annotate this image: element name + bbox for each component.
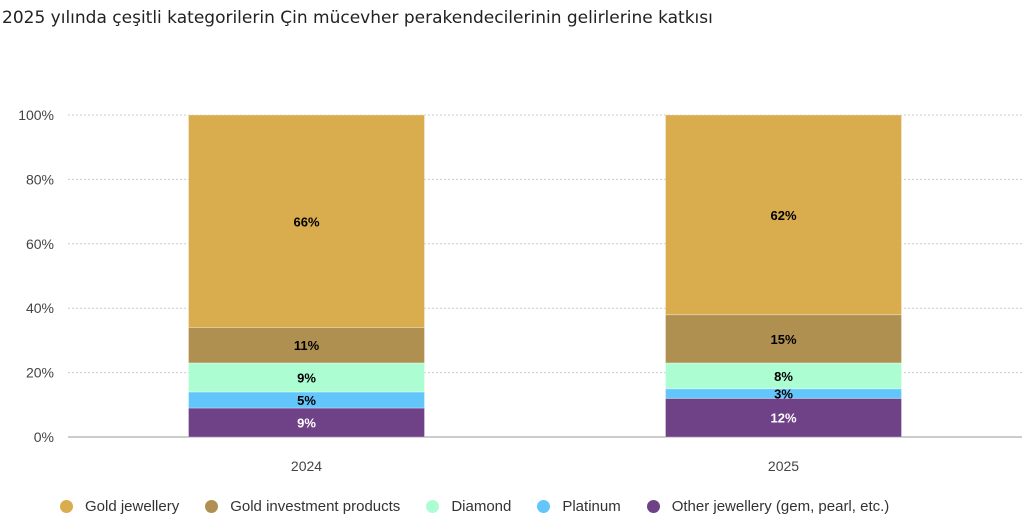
legend-label: Gold investment products: [230, 498, 401, 515]
bar-segment: [665, 114, 902, 316]
y-tick-label: 100%: [18, 107, 54, 123]
legend-label: Other jewellery (gem, pearl, etc.): [671, 498, 890, 515]
y-tick-label: 0%: [34, 429, 54, 445]
data-label: 11%: [294, 338, 320, 353]
legend-label: Diamond: [451, 498, 512, 515]
data-label: 66%: [293, 214, 319, 229]
y-tick-label: 60%: [26, 236, 54, 252]
legend-marker-icon: [646, 500, 660, 513]
legend-label: Platinum: [562, 498, 621, 515]
legend-marker-icon: [205, 500, 219, 513]
bar-segment: [665, 314, 902, 364]
y-tick-label: 40%: [26, 300, 54, 316]
legend-item[interactable]: Diamond: [426, 498, 511, 515]
x-tick-label: 2025: [768, 458, 799, 474]
legend-marker-icon: [426, 500, 440, 513]
legend-item[interactable]: Gold jewellery: [60, 498, 179, 515]
bar-segment: [188, 407, 425, 438]
bar-segment: [665, 397, 902, 438]
bar-segment: [188, 327, 425, 364]
legend-item[interactable]: Other jewellery (gem, pearl, etc.): [646, 498, 890, 515]
bar-segment: [188, 114, 425, 329]
y-tick-label: 20%: [26, 365, 54, 381]
x-tick-label: 2024: [291, 458, 322, 474]
chart-title: 2025 yılında çeşitli kategorilerin Çin m…: [2, 8, 713, 28]
data-label: 9%: [297, 416, 316, 431]
data-label: 3%: [774, 387, 793, 402]
data-label: 12%: [770, 411, 796, 426]
data-label: 15%: [770, 332, 796, 347]
data-label: 9%: [297, 370, 316, 385]
legend-item[interactable]: Platinum: [537, 498, 621, 515]
bar-segment: [188, 362, 425, 393]
y-tick-label: 80%: [26, 171, 54, 187]
data-label: 5%: [297, 393, 316, 408]
legend-item[interactable]: Gold investment products: [205, 498, 400, 515]
legend-marker-icon: [60, 500, 73, 513]
bar-segment: [665, 362, 902, 390]
data-label: 62%: [770, 208, 796, 223]
legend: Gold jewellery Gold investment products Di…: [60, 498, 915, 515]
legend-label: Gold jewellery: [85, 498, 180, 515]
data-label: 8%: [774, 369, 793, 384]
legend-marker-icon: [537, 500, 551, 513]
